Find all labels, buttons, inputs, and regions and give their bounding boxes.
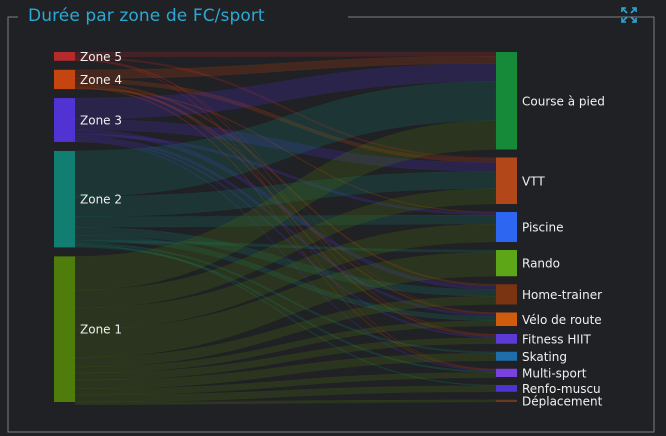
link-zone-5-course-a-pied[interactable] bbox=[74, 51, 497, 58]
node-multi-sport[interactable] bbox=[496, 368, 517, 377]
node-label-skating: Skating bbox=[522, 350, 567, 364]
expand-icon[interactable] bbox=[621, 7, 637, 23]
node-label-rando: Rando bbox=[522, 257, 560, 271]
node-deplacement[interactable] bbox=[496, 399, 517, 402]
node-piscine[interactable] bbox=[496, 212, 517, 242]
node-velo-de-route[interactable] bbox=[496, 312, 517, 327]
node-zone-5[interactable] bbox=[54, 52, 75, 61]
node-zone-3[interactable] bbox=[54, 98, 75, 142]
node-label-zone-3: Zone 3 bbox=[80, 113, 122, 127]
node-fitness-hiit[interactable] bbox=[496, 334, 517, 344]
node-label-deplacement: Déplacement bbox=[522, 394, 603, 408]
node-home-trainer[interactable] bbox=[496, 284, 517, 305]
node-vtt[interactable] bbox=[496, 157, 517, 205]
node-skating[interactable] bbox=[496, 351, 517, 361]
node-label-piscine: Piscine bbox=[522, 221, 563, 235]
node-zone-4[interactable] bbox=[54, 69, 75, 90]
chart-title: Durée par zone de FC/sport bbox=[26, 6, 267, 26]
link-zone-1-multi-sport[interactable] bbox=[74, 372, 497, 396]
sankey-links bbox=[74, 51, 497, 405]
node-label-zone-2: Zone 2 bbox=[80, 193, 122, 207]
node-label-vtt: VTT bbox=[522, 174, 545, 188]
node-zone-1[interactable] bbox=[54, 256, 75, 402]
node-zone-2[interactable] bbox=[54, 150, 75, 248]
node-label-fitness-hiit: Fitness HIIT bbox=[522, 332, 591, 346]
node-label-zone-5: Zone 5 bbox=[80, 50, 122, 64]
node-course-a-pied[interactable] bbox=[496, 52, 517, 150]
node-label-course-a-pied: Course à pied bbox=[522, 94, 605, 108]
node-label-zone-1: Zone 1 bbox=[80, 323, 122, 337]
node-label-zone-4: Zone 4 bbox=[80, 73, 122, 87]
node-label-velo-de-route: Vélo de route bbox=[522, 313, 602, 327]
node-label-home-trainer: Home-trainer bbox=[522, 288, 602, 302]
node-label-multi-sport: Multi-sport bbox=[522, 366, 587, 380]
node-renfo-muscu[interactable] bbox=[496, 385, 517, 392]
sankey-nodes: Zone 5 Zone 4 Zone 3 Zone 2 Zone 1 Course à p… bbox=[54, 50, 605, 408]
node-label-renfo-muscu: Renfo-muscu bbox=[522, 382, 601, 396]
node-rando[interactable] bbox=[496, 250, 517, 277]
